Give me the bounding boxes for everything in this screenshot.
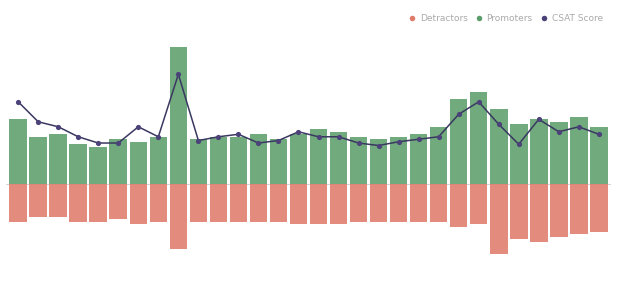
Bar [370,184,387,222]
Point [534,117,544,122]
Point [114,141,123,145]
Bar [590,127,608,184]
Bar [270,184,288,222]
Bar [130,142,147,184]
Point [173,72,183,77]
Bar [170,47,187,184]
Point [133,124,143,129]
Point [213,134,223,139]
Bar [390,184,407,222]
Bar [530,119,547,184]
Bar [9,119,27,184]
Bar [149,137,167,184]
Point [93,141,103,145]
Point [514,142,524,146]
Bar [289,184,307,224]
Bar [530,184,547,242]
Bar [430,184,447,222]
Bar [49,184,67,217]
Bar [170,184,187,249]
Bar [289,134,307,184]
Point [574,124,584,129]
Bar [30,137,47,184]
Bar [450,184,468,227]
Bar [149,184,167,222]
Bar [490,109,508,184]
Bar [130,184,147,224]
Bar [450,99,468,184]
Point [413,137,423,142]
Point [494,122,503,127]
Point [394,140,404,144]
Bar [470,184,487,224]
Bar [370,139,387,184]
Bar [250,134,267,184]
Bar [89,147,107,184]
Point [554,130,564,134]
Bar [230,137,247,184]
Point [13,100,23,104]
Point [33,120,43,124]
Bar [510,184,528,239]
Bar [510,124,528,184]
Bar [189,184,207,222]
Bar [250,184,267,222]
Bar [570,184,587,234]
Point [474,100,484,104]
Bar [329,184,347,224]
Bar [49,134,67,184]
Point [233,132,243,136]
Point [453,112,463,117]
Legend: Detractors, Promoters, CSAT Score: Detractors, Promoters, CSAT Score [404,10,607,27]
Bar [30,184,47,217]
Bar [89,184,107,222]
Bar [310,129,328,184]
Point [434,134,444,139]
Bar [270,139,288,184]
Bar [590,184,608,232]
Bar [490,184,508,254]
Bar [210,137,227,184]
Point [313,134,323,139]
Point [354,141,363,145]
Point [374,143,384,148]
Bar [350,137,367,184]
Bar [390,137,407,184]
Bar [109,184,127,219]
Point [73,134,83,139]
Bar [109,139,127,184]
Point [254,141,263,145]
Bar [470,92,487,184]
Bar [210,184,227,222]
Point [594,132,604,136]
Point [273,138,283,143]
Point [294,130,304,134]
Bar [70,184,87,222]
Point [53,124,63,129]
Point [194,138,204,143]
Bar [310,184,328,224]
Bar [70,144,87,184]
Point [334,134,344,139]
Bar [329,132,347,184]
Bar [230,184,247,222]
Bar [550,184,568,237]
Bar [550,122,568,184]
Bar [570,117,587,184]
Point [154,134,164,139]
Bar [430,127,447,184]
Bar [410,184,428,222]
Bar [410,134,428,184]
Bar [189,139,207,184]
Bar [9,184,27,222]
Bar [350,184,367,222]
